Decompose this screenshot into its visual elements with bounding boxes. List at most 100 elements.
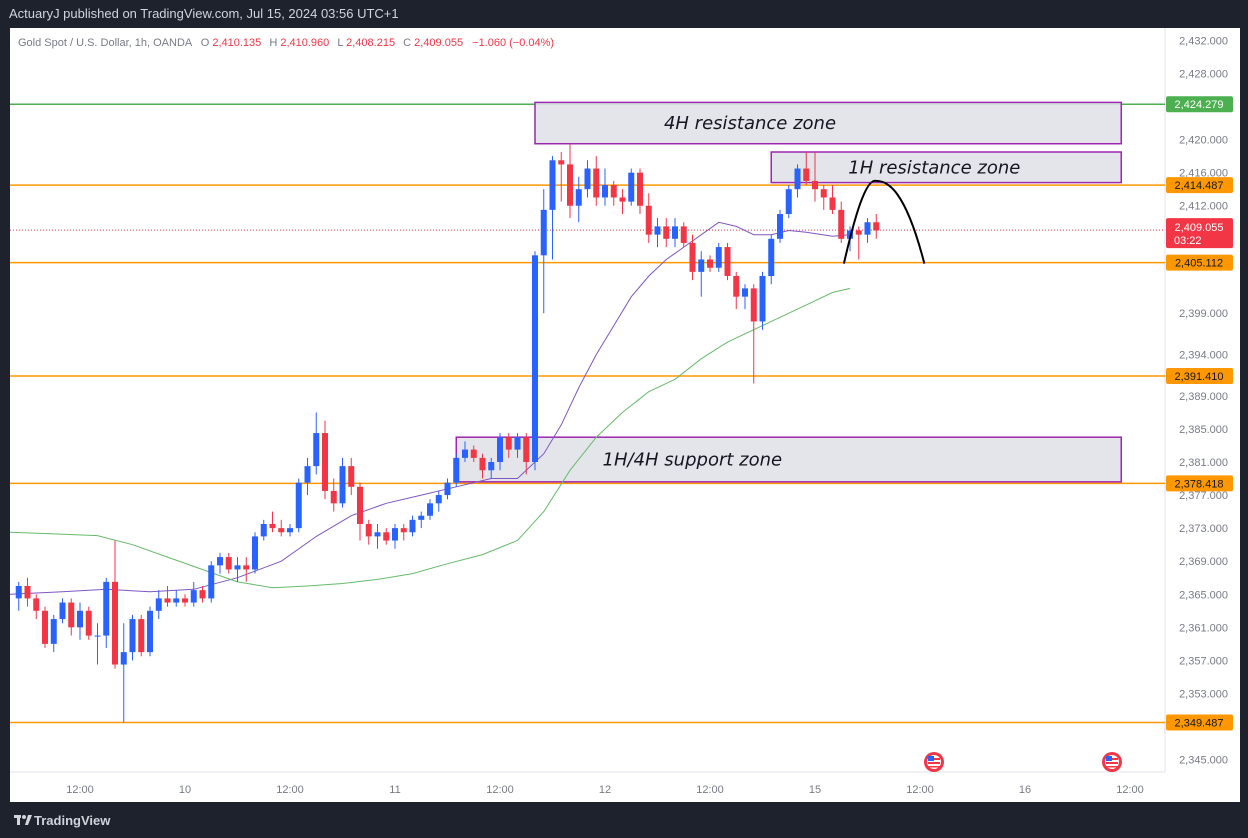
publisher-header: ActuaryJ published on TradingView.com, J… (0, 0, 1248, 28)
candle-body (208, 565, 215, 599)
price-tick-label: 2,399.000 (1179, 308, 1228, 320)
candle-body (374, 532, 381, 537)
price-tick-label: 2,353.000 (1179, 688, 1228, 700)
candles (15, 143, 880, 723)
candle-body (750, 288, 757, 322)
candle-body (663, 226, 670, 239)
candle-body (50, 619, 57, 644)
price-level-badge (1166, 96, 1233, 113)
candle-body (400, 528, 407, 533)
symbol-legend: Gold Spot / U.S. Dollar, 1h, OANDA O 2,4… (18, 37, 554, 49)
price-axis-background (1165, 28, 1240, 802)
candle-body (488, 462, 495, 471)
candle-body (120, 652, 127, 665)
price-tick-label: 2,420.000 (1179, 135, 1228, 147)
price-axis[interactable]: 2,432.000 2,428.000 2,420.000 2,416.000 2,41… (1179, 35, 1228, 766)
price-level-badge (1166, 254, 1233, 271)
current-price-label: 2,409.055 (1175, 222, 1224, 234)
time-axis[interactable]: 12:00 10 12:00 11 12:00 12 12:00 15 12:00 16 12:00 (66, 784, 1144, 796)
candle-body (77, 610, 83, 628)
current-price-badge (1166, 218, 1233, 249)
candle-body (724, 247, 731, 276)
symbol-name: Gold Spot / U.S. Dollar, 1h, OANDA (18, 37, 193, 49)
candle-body (392, 528, 398, 541)
candle-body (59, 602, 66, 620)
candle-body (225, 557, 232, 570)
ma-fast-line (9, 221, 851, 595)
price-level-badge (1166, 367, 1233, 384)
candle-body (523, 437, 530, 462)
time-tick-label: 12:00 (276, 784, 304, 796)
svg-text:Gold Spot / U.S. Dollar, 1h, O: Gold Spot / U.S. Dollar, 1h, OANDA O 2,4… (18, 37, 554, 49)
moving-averages (9, 221, 851, 595)
candle-body (269, 524, 276, 529)
candle-body (322, 433, 328, 491)
price-level-badge-label: 2,378.418 (1175, 478, 1224, 490)
candle-body (812, 180, 818, 190)
candle-body (497, 437, 503, 462)
zone-box (455, 436, 1122, 483)
price-tick-label: 2,365.000 (1179, 589, 1228, 601)
candle-body (514, 437, 521, 450)
time-tick-label: 11 (389, 784, 400, 796)
close-value: 2,409.055 (414, 37, 463, 49)
candle-body (330, 490, 337, 504)
countdown-label: 03:22 (1174, 235, 1202, 247)
open-value: 2,410.135 (212, 37, 261, 49)
candle-body (637, 172, 643, 206)
candle-body (672, 226, 678, 239)
price-level-badge-label: 2,405.112 (1175, 258, 1223, 270)
price-tick-label: 2,373.000 (1179, 523, 1228, 535)
candle-body (462, 449, 468, 458)
candle-body (435, 495, 442, 504)
candle-body (820, 189, 827, 198)
candle-body (418, 515, 425, 520)
candle-body (532, 255, 538, 462)
price-level-badge-label: 2,391.410 (1175, 371, 1224, 383)
candle-body (15, 586, 22, 599)
candle-body (164, 598, 171, 603)
price-level-badge-label: 2,424.279 (1175, 99, 1224, 111)
candle-body (715, 247, 722, 268)
candle-body (68, 602, 75, 628)
candle-body (138, 619, 145, 653)
time-tick-label: 16 (1019, 784, 1031, 796)
candle-body (444, 482, 451, 496)
candle-body (855, 230, 862, 235)
time-tick-label: 10 (179, 784, 191, 796)
candle-body (147, 610, 153, 653)
candle-body (759, 276, 766, 322)
candle-body (217, 557, 223, 566)
candle-body (199, 590, 206, 599)
us-flag-icon[interactable] (924, 752, 944, 772)
us-flag-icon[interactable] (1102, 752, 1122, 772)
candle-body (365, 524, 372, 537)
candle-body (540, 209, 547, 256)
candle-body (733, 276, 740, 297)
time-tick-label: 12:00 (696, 784, 724, 796)
candle-body (707, 259, 713, 268)
candle-body (680, 226, 687, 243)
candle-body (794, 168, 801, 190)
zone-label: 4H resistance zone (664, 113, 836, 134)
price-labels: 2,424.279 2,414.487 2,405.112 2,391.410 2,37… (1166, 96, 1233, 731)
price-tick-label: 2,357.000 (1179, 655, 1228, 667)
time-tick-label: 12 (599, 784, 611, 796)
candle-body (803, 168, 810, 181)
candle-body (85, 610, 92, 636)
footer-brand[interactable]: TradingView (34, 813, 111, 828)
price-tick-label: 2,385.000 (1179, 424, 1228, 436)
candle-body (610, 185, 617, 198)
low-label: L (337, 37, 343, 49)
price-tick-label: 2,389.000 (1179, 391, 1228, 403)
candle-body (278, 528, 285, 533)
candle-body (173, 598, 180, 603)
candle-body (777, 214, 783, 239)
candle-body (593, 168, 600, 198)
candle-body (295, 482, 302, 529)
candle-body (479, 457, 486, 471)
candle-body (348, 466, 355, 487)
candle-body (864, 222, 871, 235)
tradingview-logo-icon[interactable] (14, 813, 32, 827)
